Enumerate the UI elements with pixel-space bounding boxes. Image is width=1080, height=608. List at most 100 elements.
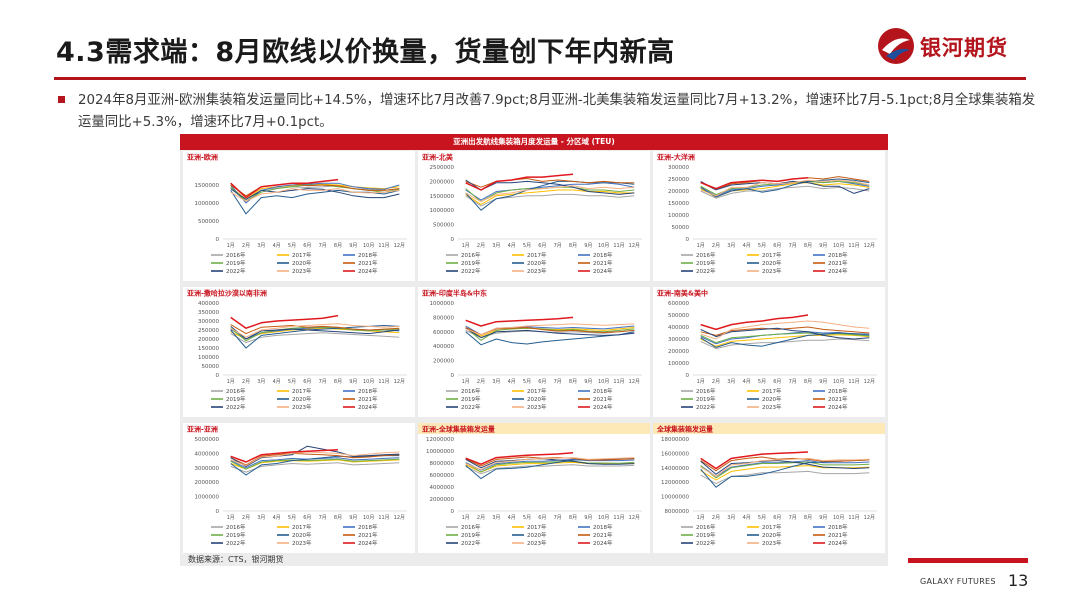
x-tick-label: 10月 [598,243,609,249]
y-tick-label: 18000000 [661,437,689,443]
line-chart: 亚洲-亚洲 0 1000000 2000000 3000000 4000000 500000… [187,426,407,547]
x-tick-label: 9月 [819,515,827,521]
x-tick-label: 7月 [554,243,562,249]
y-tick-label: 2000000 [195,480,220,486]
series-line [700,460,870,475]
legend-label: 2021年 [358,259,378,267]
x-tick-label: 9月 [584,515,592,521]
chart-panel: 全球集装箱发运量 8000000 10000000 12000000 14000000 1… [653,423,885,553]
x-tick-label: 10月 [833,515,844,521]
chart-panel: 亚洲-印度半岛&中东 0 200000 400000 600000 800000 10000… [418,287,650,417]
x-tick-label: 12月 [394,515,405,521]
logo-text: 银河期货 [920,36,1008,60]
legend-label: 2018年 [593,387,613,395]
y-tick-label: 200000 [668,349,689,355]
page-number: 13 [1008,571,1029,590]
legend-label: 2018年 [358,251,378,259]
x-tick-label: 2月 [477,515,485,521]
legend-label: 2019年 [226,259,246,267]
y-tick-label: 0 [451,237,455,243]
series-line [230,452,400,466]
x-tick-label: 6月 [538,243,546,249]
legend-label: 2021年 [828,531,848,539]
slide-title: 4.3需求端：8月欧线以价换量，货量创下年内新高 [56,37,675,68]
y-tick-label: 4000000 [195,451,220,457]
legend-label: 2022年 [226,403,246,411]
x-tick-label: 11月 [613,515,624,521]
series-line [230,314,339,329]
legend-label: 2018年 [828,523,848,531]
x-tick-label: 8月 [334,243,342,249]
series-line [465,179,635,195]
series-line [465,185,635,203]
x-tick-label: 12月 [394,243,405,249]
legend-label: 2017年 [292,523,312,531]
x-tick-label: 9月 [584,379,592,385]
series-line [700,327,870,340]
series-line [700,460,870,477]
legend-label: 2019年 [696,259,716,267]
series-line [230,182,400,204]
y-tick-label: 200000 [668,189,689,195]
chart-panel: 亚洲-撒哈拉沙漠以南非洲 0 50000 100000 150000 200000 2500… [183,287,415,417]
x-tick-label: 2月 [712,515,720,521]
series-line [465,327,635,341]
x-tick-label: 10月 [833,243,844,249]
legend-label: 2021年 [828,259,848,267]
x-tick-label: 9月 [819,243,827,249]
legend-label: 2017年 [527,251,547,259]
chart-panel: 亚洲-全球集装箱发运量 0 2000000 4000000 6000000 8000000… [418,423,650,553]
series-line [465,457,635,480]
y-tick-label: 1500000 [195,183,220,189]
legend-label: 2023年 [762,267,782,275]
series-line [700,338,870,350]
x-tick-label: 11月 [378,243,389,249]
y-tick-label: 600000 [668,301,689,307]
x-tick-label: 8月 [804,379,812,385]
legend-label: 2024年 [358,403,378,411]
x-tick-label: 11月 [613,243,624,249]
legend-label: 2016年 [696,251,716,259]
y-tick-label: 350000 [198,310,219,316]
legend-label: 2020年 [762,531,782,539]
x-tick-label: 6月 [773,515,781,521]
x-tick-label: 4月 [273,515,281,521]
chart-panel: 亚洲-亚洲 0 1000000 2000000 3000000 4000000 500000… [183,423,415,553]
x-tick-label: 5月 [758,379,766,385]
series-line [230,451,400,467]
y-tick-label: 250000 [668,177,689,183]
x-tick-label: 10月 [363,379,374,385]
y-tick-label: 800000 [433,315,454,321]
y-tick-label: 600000 [433,330,454,336]
line-chart: 亚洲-南美&美中 0 100000 200000 300000 400000 500000 6… [657,289,877,411]
x-tick-label: 3月 [727,243,735,249]
source-note: 数据来源：CTS，银河期货 [188,555,284,564]
series-line [700,332,870,344]
legend-label: 2017年 [762,523,782,531]
y-tick-label: 4000000 [430,485,455,491]
legend-label: 2020年 [762,259,782,267]
x-tick-label: 5月 [288,379,296,385]
legend-label: 2021年 [358,395,378,403]
line-chart: 亚洲-印度半岛&中东 0 200000 400000 600000 800000 10000… [422,289,642,411]
legend-label: 2021年 [593,395,613,403]
chart-title: 亚洲-印度半岛&中东 [422,289,487,298]
x-tick-label: 2月 [242,379,250,385]
x-tick-label: 3月 [257,379,265,385]
series-line [230,326,400,340]
legend-label: 2023年 [527,267,547,275]
x-tick-label: 4月 [743,379,751,385]
x-tick-label: 11月 [613,379,624,385]
chart-title: 亚洲-撒哈拉沙漠以南非洲 [187,289,267,298]
x-tick-label: 8月 [569,243,577,249]
legend-label: 2021年 [593,531,613,539]
x-tick-label: 3月 [727,515,735,521]
legend-label: 2021年 [828,395,848,403]
y-tick-label: 50000 [672,225,690,231]
series-line [230,455,400,476]
x-tick-label: 1月 [697,515,705,521]
legend-label: 2019年 [461,395,481,403]
x-tick-label: 5月 [523,515,531,521]
x-tick-label: 2月 [477,243,485,249]
legend-label: 2017年 [762,251,782,259]
